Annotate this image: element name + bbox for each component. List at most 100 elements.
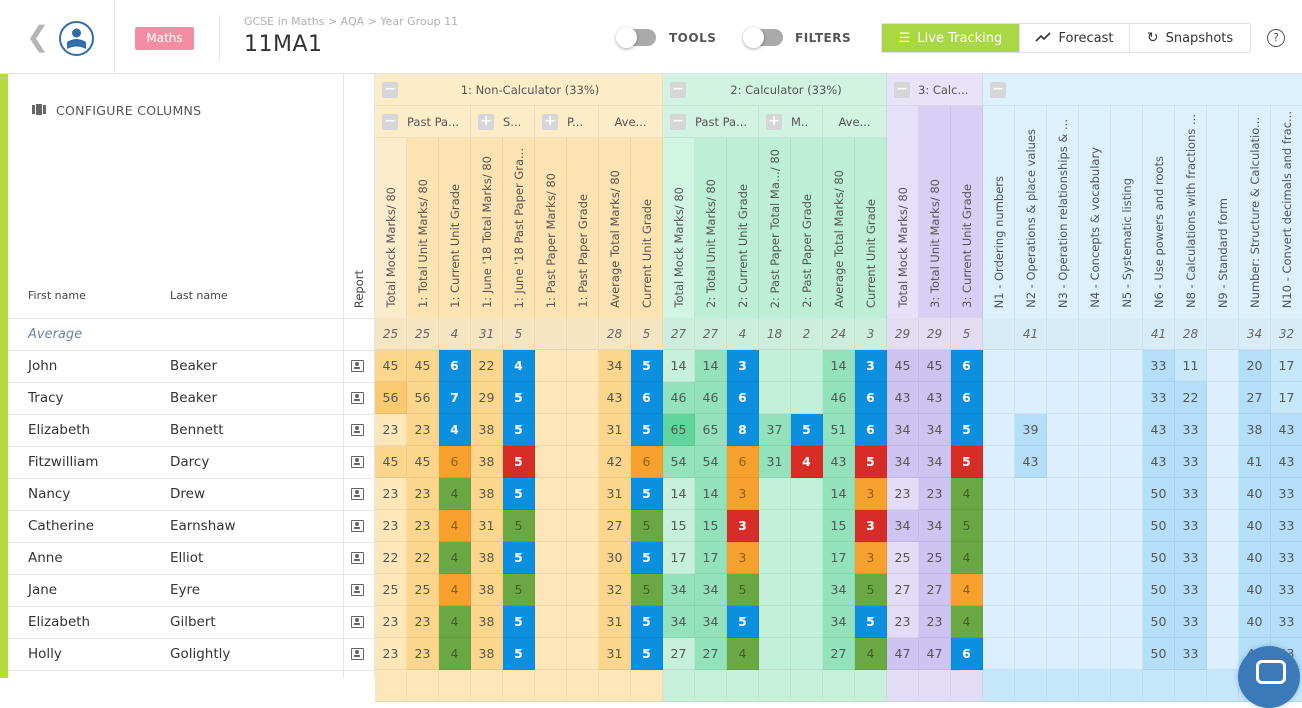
mark-cell[interactable]: [1207, 350, 1239, 382]
mark-cell[interactable]: 41: [1239, 446, 1271, 478]
grade-cell[interactable]: 5: [631, 542, 663, 574]
mark-cell[interactable]: [791, 510, 823, 542]
report-icon[interactable]: [351, 424, 364, 436]
mark-cell[interactable]: 33: [1271, 574, 1302, 606]
mark-cell[interactable]: [1079, 510, 1111, 542]
mark-cell[interactable]: [759, 574, 791, 606]
first-name-header[interactable]: First name: [28, 289, 86, 302]
mark-cell[interactable]: [791, 542, 823, 574]
mark-cell[interactable]: 27: [887, 574, 919, 606]
mark-cell[interactable]: 17: [695, 542, 727, 574]
column-header[interactable]: N2 - Operations & place values: [1015, 106, 1047, 318]
mark-cell[interactable]: 40: [1239, 542, 1271, 574]
grade-cell[interactable]: 5: [503, 638, 535, 670]
mark-cell[interactable]: 34: [887, 510, 919, 542]
mark-cell[interactable]: [855, 670, 887, 702]
mark-cell[interactable]: 43: [1143, 446, 1175, 478]
mark-cell[interactable]: [983, 542, 1015, 574]
mark-cell[interactable]: 33: [1143, 350, 1175, 382]
grade-cell[interactable]: 3: [727, 478, 759, 510]
mark-cell[interactable]: [1015, 638, 1047, 670]
mark-cell[interactable]: 45: [375, 350, 407, 382]
mark-cell[interactable]: [567, 670, 599, 702]
column-header[interactable]: 1: Total Unit Marks/ 80: [407, 138, 439, 318]
mark-cell[interactable]: 23: [407, 606, 439, 638]
mark-cell[interactable]: 23: [887, 606, 919, 638]
mark-cell[interactable]: 50: [1143, 510, 1175, 542]
mark-cell[interactable]: 40: [1239, 478, 1271, 510]
column-header[interactable]: Number: Structure & Calculatio...: [1239, 106, 1271, 318]
mark-cell[interactable]: 38: [471, 478, 503, 510]
column-header[interactable]: N5 - Systematic listing: [1111, 106, 1143, 318]
mark-cell[interactable]: 34: [919, 510, 951, 542]
mark-cell[interactable]: 20: [1239, 350, 1271, 382]
mark-cell[interactable]: [1079, 414, 1111, 446]
mark-cell[interactable]: [1079, 382, 1111, 414]
grade-cell[interactable]: 4: [439, 606, 471, 638]
collapse-group-button[interactable]: −: [670, 81, 686, 98]
mark-cell[interactable]: [1079, 542, 1111, 574]
mark-cell[interactable]: 33: [1271, 542, 1302, 574]
breadcrumb[interactable]: GCSE in Maths > AQA > Year Group 11: [244, 15, 459, 28]
mark-cell[interactable]: 33: [1175, 446, 1207, 478]
mark-cell[interactable]: 23: [887, 478, 919, 510]
column-header[interactable]: 1: Past Paper Grade: [567, 138, 599, 318]
mark-cell[interactable]: 43: [1271, 414, 1302, 446]
mark-cell[interactable]: 27: [695, 638, 727, 670]
mark-cell[interactable]: [759, 478, 791, 510]
mark-cell[interactable]: [1079, 670, 1111, 702]
mark-cell[interactable]: [1079, 638, 1111, 670]
mark-cell[interactable]: [983, 510, 1015, 542]
mark-cell[interactable]: [407, 670, 439, 702]
mark-cell[interactable]: 33: [1175, 638, 1207, 670]
mark-cell[interactable]: 23: [375, 606, 407, 638]
grade-cell[interactable]: 4: [439, 542, 471, 574]
grade-cell[interactable]: 5: [631, 350, 663, 382]
mark-cell[interactable]: [663, 670, 695, 702]
grade-cell[interactable]: 4: [439, 478, 471, 510]
mark-cell[interactable]: 33: [1175, 542, 1207, 574]
column-header[interactable]: 1: June '18 Total Marks/ 80: [471, 138, 503, 318]
grade-cell[interactable]: 5: [951, 446, 983, 478]
mark-cell[interactable]: [1207, 446, 1239, 478]
mark-cell[interactable]: [1207, 510, 1239, 542]
configure-columns-button[interactable]: CONFIGURE COLUMNS: [32, 103, 201, 118]
mark-cell[interactable]: 33: [1143, 382, 1175, 414]
mark-cell[interactable]: 38: [471, 606, 503, 638]
mark-cell[interactable]: 31: [599, 414, 631, 446]
mark-cell[interactable]: [535, 446, 567, 478]
mark-cell[interactable]: [535, 574, 567, 606]
collapse-group-button[interactable]: −: [894, 81, 910, 98]
mark-cell[interactable]: 34: [695, 574, 727, 606]
grade-cell[interactable]: 5: [791, 414, 823, 446]
mark-cell[interactable]: [567, 606, 599, 638]
mark-cell[interactable]: [567, 350, 599, 382]
mark-cell[interactable]: [1047, 638, 1079, 670]
mark-cell[interactable]: [1047, 574, 1079, 606]
grade-cell[interactable]: 5: [503, 542, 535, 574]
report-icon[interactable]: [351, 392, 364, 404]
grade-cell[interactable]: 5: [631, 478, 663, 510]
mark-cell[interactable]: [535, 638, 567, 670]
mark-cell[interactable]: 31: [471, 510, 503, 542]
grade-cell[interactable]: 6: [727, 446, 759, 478]
grade-cell[interactable]: 3: [855, 510, 887, 542]
grade-cell[interactable]: 4: [503, 350, 535, 382]
mark-cell[interactable]: [983, 638, 1015, 670]
column-header[interactable]: 2: Current Unit Grade: [727, 138, 759, 318]
grade-cell[interactable]: 5: [503, 382, 535, 414]
grade-cell[interactable]: 6: [727, 382, 759, 414]
mark-cell[interactable]: [759, 670, 791, 702]
mark-cell[interactable]: [599, 670, 631, 702]
mark-cell[interactable]: 23: [919, 606, 951, 638]
mark-cell[interactable]: [1015, 606, 1047, 638]
mark-cell[interactable]: [567, 478, 599, 510]
mark-cell[interactable]: 50: [1143, 574, 1175, 606]
mark-cell[interactable]: [1079, 478, 1111, 510]
grade-cell[interactable]: 4: [439, 414, 471, 446]
mark-cell[interactable]: 46: [663, 382, 695, 414]
mark-cell[interactable]: 38: [471, 574, 503, 606]
last-name-header[interactable]: Last name: [170, 289, 228, 302]
mark-cell[interactable]: 31: [759, 446, 791, 478]
mark-cell[interactable]: 45: [919, 350, 951, 382]
